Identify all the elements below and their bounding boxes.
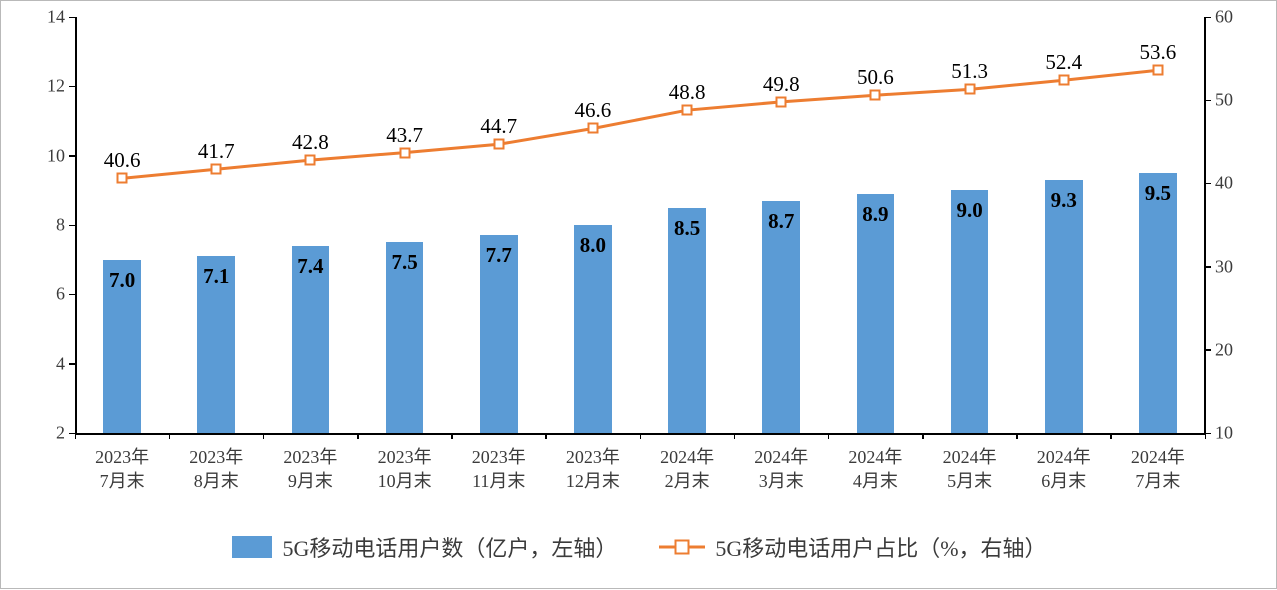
line-value-label: 48.8 xyxy=(669,80,706,105)
legend-swatch-bar xyxy=(232,536,272,558)
line-value-label: 41.7 xyxy=(198,139,235,164)
line-value-label: 43.7 xyxy=(386,123,423,148)
line-value-label: 40.6 xyxy=(104,148,141,173)
line-marker xyxy=(117,173,128,184)
line-value-label: 53.6 xyxy=(1140,40,1177,65)
line-marker xyxy=(870,90,881,101)
line-value-label: 50.6 xyxy=(857,65,894,90)
line-marker xyxy=(493,139,504,150)
line-marker xyxy=(587,123,598,134)
line-marker xyxy=(305,155,316,166)
line-value-label: 44.7 xyxy=(480,114,517,139)
line-marker xyxy=(1152,65,1163,76)
line-value-label: 51.3 xyxy=(951,59,988,84)
chart-container: 24681012141020304050602023年 7月末2023年 8月末… xyxy=(0,0,1277,589)
line-value-label: 49.8 xyxy=(763,72,800,97)
legend-bar-label: 5G移动电话用户数（亿户，左轴） xyxy=(282,531,617,563)
legend-item-line: 5G移动电话用户占比（%，右轴） xyxy=(659,531,1046,563)
line-marker xyxy=(964,84,975,95)
line-marker xyxy=(682,105,693,116)
line-marker xyxy=(211,164,222,175)
legend-swatch-line xyxy=(659,539,705,555)
line-marker xyxy=(399,147,410,158)
line-value-label: 46.6 xyxy=(575,98,612,123)
line-marker xyxy=(1058,75,1069,86)
line-marker xyxy=(776,96,787,107)
line-value-label: 52.4 xyxy=(1045,50,1082,75)
legend-line-label: 5G移动电话用户占比（%，右轴） xyxy=(715,531,1046,563)
legend: 5G移动电话用户数（亿户，左轴） 5G移动电话用户占比（%，右轴） xyxy=(1,531,1277,563)
line-series xyxy=(1,1,1277,590)
legend-item-bars: 5G移动电话用户数（亿户，左轴） xyxy=(232,531,617,563)
line-value-label: 42.8 xyxy=(292,130,329,155)
